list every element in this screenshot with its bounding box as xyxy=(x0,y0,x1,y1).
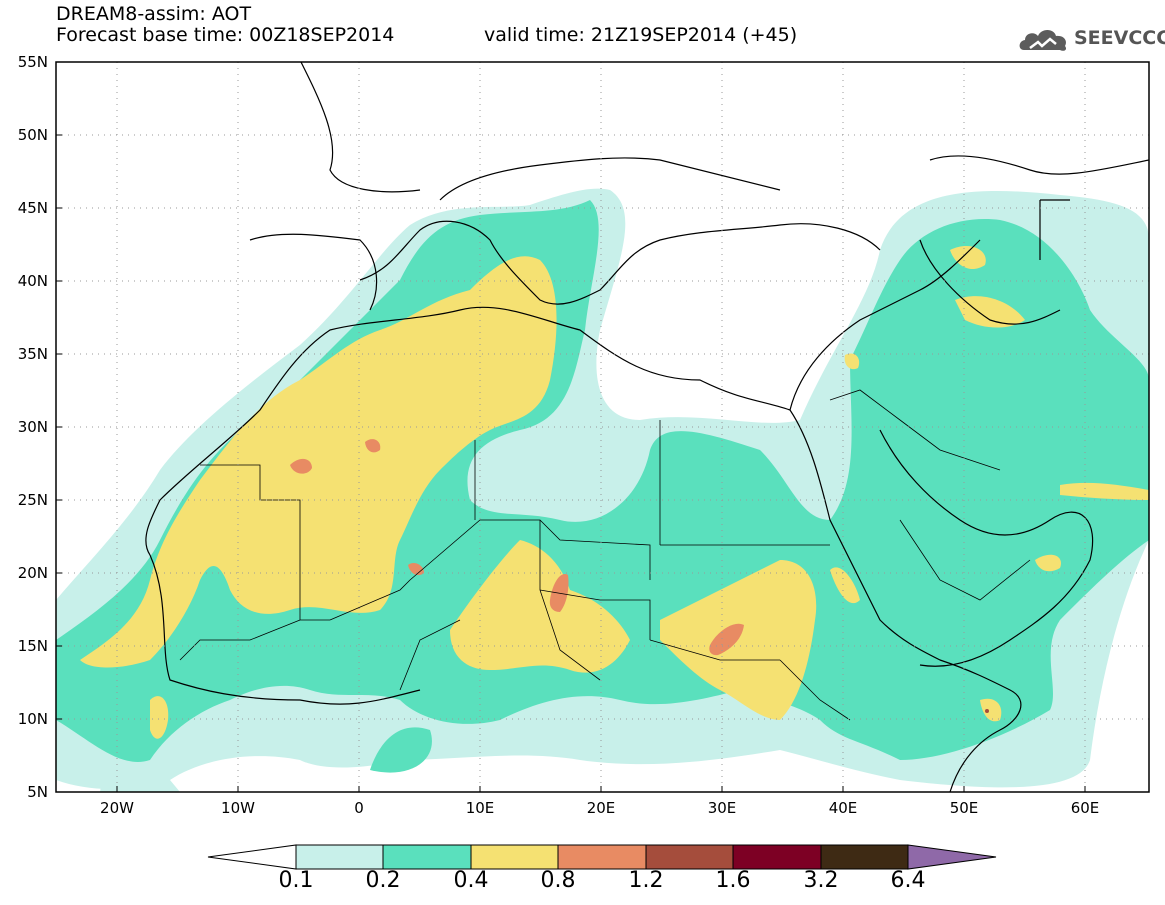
colorbar-swatch xyxy=(732,844,822,870)
coastlines xyxy=(145,62,1149,792)
lat-label: 45N xyxy=(18,199,48,217)
colorbar-swatch xyxy=(557,844,647,870)
aot-level-0-2 xyxy=(56,200,1149,773)
lat-label: 15N xyxy=(18,637,48,655)
colorbar-swatch xyxy=(470,844,559,870)
lon-label: 20W xyxy=(100,799,134,817)
lat-label: 5N xyxy=(27,783,48,801)
colorbar-label: 0.2 xyxy=(365,868,401,893)
lon-label: 10W xyxy=(221,799,255,817)
aot-level-1-2 xyxy=(985,709,989,713)
lon-label: 10E xyxy=(466,799,495,817)
lat-label: 40N xyxy=(18,272,48,290)
aot-field xyxy=(56,188,1149,792)
lon-label: 20E xyxy=(587,799,616,817)
map-title: DREAM8-assim: AOT xyxy=(56,3,252,25)
colorbar-swatch xyxy=(820,844,909,870)
aot-level-0-8 xyxy=(290,439,744,656)
lon-label: 0 xyxy=(354,799,364,817)
lon-label: 40E xyxy=(829,799,858,817)
lon-label: 50E xyxy=(950,799,979,817)
colorbar-label: 0.4 xyxy=(453,868,489,893)
logo-text: SEEVCCC xyxy=(1074,27,1165,49)
lat-label: 50N xyxy=(18,126,48,144)
lat-label: 10N xyxy=(18,710,48,728)
forecast-base-time: Forecast base time: 00Z18SEP2014 xyxy=(56,24,395,46)
lat-label: 35N xyxy=(18,345,48,363)
colorbar-low-arrow xyxy=(207,844,297,870)
colorbar-swatch xyxy=(382,844,472,870)
colorbar xyxy=(207,844,997,870)
grid-lines xyxy=(56,62,1149,792)
colorbar-label: 0.1 xyxy=(278,868,314,893)
cloud-icon xyxy=(1019,30,1067,51)
colorbar-swatch xyxy=(295,844,384,870)
valid-time: valid time: 21Z19SEP2014 (+45) xyxy=(484,24,798,46)
country-borders xyxy=(179,389,1031,721)
colorbar-high-arrow xyxy=(907,844,997,870)
lat-label: 55N xyxy=(18,53,48,71)
lon-label: 30E xyxy=(708,799,737,817)
colorbar-label: 1.6 xyxy=(715,868,751,893)
tick-marks xyxy=(56,61,1086,793)
colorbar-label: 1.2 xyxy=(628,868,664,893)
colorbar-label: 0.8 xyxy=(540,868,576,893)
lon-label: 60E xyxy=(1071,799,1100,817)
lat-label: 25N xyxy=(18,491,48,509)
colorbar-label: 3.2 xyxy=(803,868,839,893)
lat-label: 30N xyxy=(18,418,48,436)
colorbar-swatch xyxy=(645,844,734,870)
lat-label: 20N xyxy=(18,564,48,582)
colorbar-label: 6.4 xyxy=(890,868,926,893)
